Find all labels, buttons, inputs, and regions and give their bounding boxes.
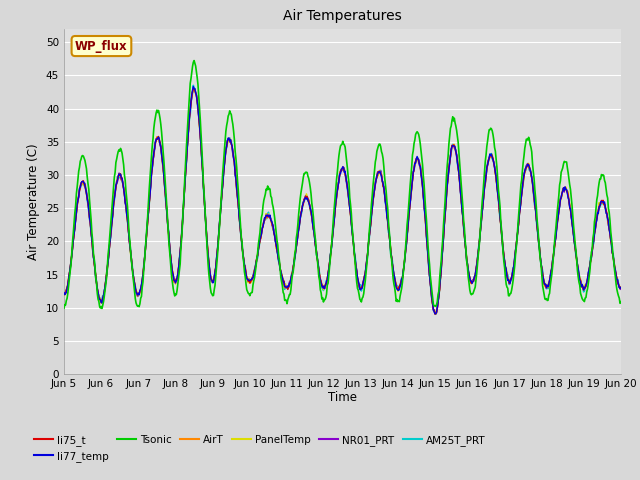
Title: Air Temperatures: Air Temperatures <box>283 10 402 24</box>
Legend: li75_t, li77_temp, Tsonic, AirT, PanelTemp, NR01_PRT, AM25T_PRT: li75_t, li77_temp, Tsonic, AirT, PanelTe… <box>30 431 490 466</box>
X-axis label: Time: Time <box>328 391 357 404</box>
Y-axis label: Air Temperature (C): Air Temperature (C) <box>28 144 40 260</box>
Text: WP_flux: WP_flux <box>75 39 128 52</box>
